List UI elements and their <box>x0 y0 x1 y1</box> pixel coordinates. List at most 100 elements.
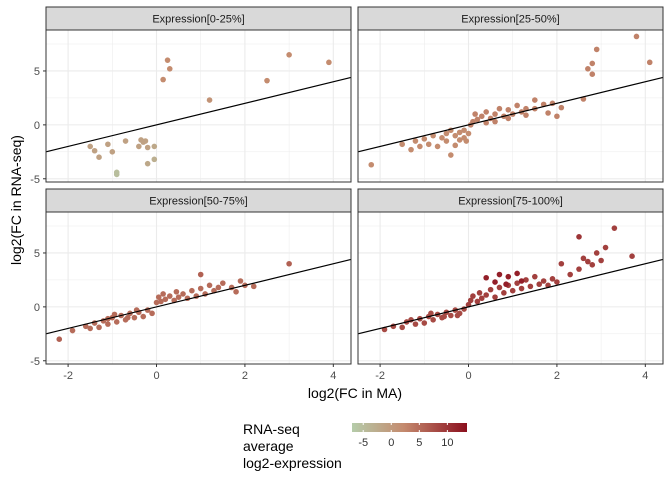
data-point <box>189 287 195 294</box>
data-point <box>180 291 186 297</box>
panel-1: Expression[0-25%] -5 0 5 <box>30 6 352 186</box>
data-point <box>456 137 463 143</box>
data-point <box>441 313 447 320</box>
data-point <box>109 149 116 155</box>
data-point <box>465 130 472 137</box>
data-point <box>136 143 142 150</box>
data-point <box>215 284 222 291</box>
data-point <box>417 143 423 150</box>
data-point <box>576 266 582 272</box>
data-point <box>142 138 149 144</box>
data-point <box>56 336 63 343</box>
data-point <box>478 113 485 120</box>
panel-background <box>358 212 663 364</box>
data-point <box>421 136 428 142</box>
data-point <box>69 327 76 334</box>
data-point <box>501 290 507 296</box>
data-point <box>166 293 173 299</box>
x-tick-label: 4 <box>330 370 336 382</box>
data-point <box>505 106 512 113</box>
data-point <box>496 271 503 278</box>
data-point <box>558 260 565 267</box>
panel-3: Expression[50-75%] -5 0 5 -2 0 2 4 <box>30 188 352 382</box>
y-tick-label: -5 <box>30 174 40 186</box>
data-point <box>496 284 503 291</box>
data-point <box>472 111 478 117</box>
data-point <box>503 281 509 288</box>
data-point <box>113 171 120 178</box>
data-point <box>155 294 162 300</box>
data-point <box>326 59 332 66</box>
data-point <box>286 51 292 58</box>
data-point <box>206 282 213 289</box>
data-point <box>144 144 151 151</box>
data-point <box>151 143 158 150</box>
panel-grid <box>358 212 663 364</box>
x-axis-title: log2(FC in MA) <box>308 385 402 401</box>
data-point <box>105 141 111 148</box>
panel-border <box>357 29 664 183</box>
data-point <box>461 127 467 134</box>
data-point <box>633 33 640 40</box>
data-point <box>598 257 604 264</box>
data-point <box>160 76 166 83</box>
data-point <box>286 260 292 267</box>
y-tick-label: 5 <box>34 248 40 260</box>
data-point <box>505 273 512 280</box>
data-point <box>408 146 414 153</box>
data-point <box>514 280 520 286</box>
data-point <box>646 59 653 66</box>
data-point <box>454 312 461 319</box>
x-tick-label: 2 <box>554 370 560 382</box>
data-point <box>452 132 459 139</box>
data-point <box>368 161 375 168</box>
data-point <box>505 115 512 122</box>
panel-border <box>45 29 352 183</box>
data-point <box>483 109 489 115</box>
data-point <box>197 271 204 278</box>
data-point <box>412 321 419 327</box>
data-point <box>153 299 160 306</box>
data-point <box>428 310 434 317</box>
data-point <box>197 285 204 292</box>
legend-title-line-3: log2-expression <box>243 455 342 471</box>
data-point <box>237 278 244 284</box>
data-point <box>476 290 483 296</box>
x-tick-label: 2 <box>242 370 248 382</box>
reference-line <box>357 76 664 153</box>
data-point <box>470 293 476 299</box>
data-point <box>173 288 180 295</box>
data-point <box>483 292 489 298</box>
panel-2: Expression[25-50%] <box>357 6 664 183</box>
y-tick-label: 5 <box>34 66 40 78</box>
data-point <box>412 138 419 144</box>
data-point <box>264 77 270 84</box>
legend-colorbar <box>352 423 467 432</box>
data-point <box>518 285 525 292</box>
reference-line <box>357 258 664 335</box>
data-point <box>545 110 551 116</box>
data-point <box>430 317 436 323</box>
data-point <box>589 71 596 77</box>
data-point <box>487 286 494 293</box>
data-point <box>220 280 226 286</box>
data-point <box>518 278 525 284</box>
data-point <box>250 283 257 290</box>
x-tick-label: 4 <box>642 370 648 382</box>
data-point <box>91 147 98 154</box>
data-point <box>105 321 111 327</box>
reference-line <box>45 76 352 153</box>
points-layer <box>56 260 292 343</box>
data-point <box>456 129 463 136</box>
x-tick-label: -2 <box>63 370 73 382</box>
data-point <box>421 320 428 326</box>
panel-background <box>46 30 351 182</box>
data-point <box>140 313 147 320</box>
y-tick-label: 0 <box>34 302 40 314</box>
legend-tick-label: -5 <box>358 437 368 449</box>
panel-4: Expression[75-100%] -2 0 2 4 <box>357 188 664 382</box>
data-point <box>158 298 164 305</box>
data-point <box>151 156 158 163</box>
data-point <box>483 274 489 281</box>
data-point <box>585 66 591 72</box>
